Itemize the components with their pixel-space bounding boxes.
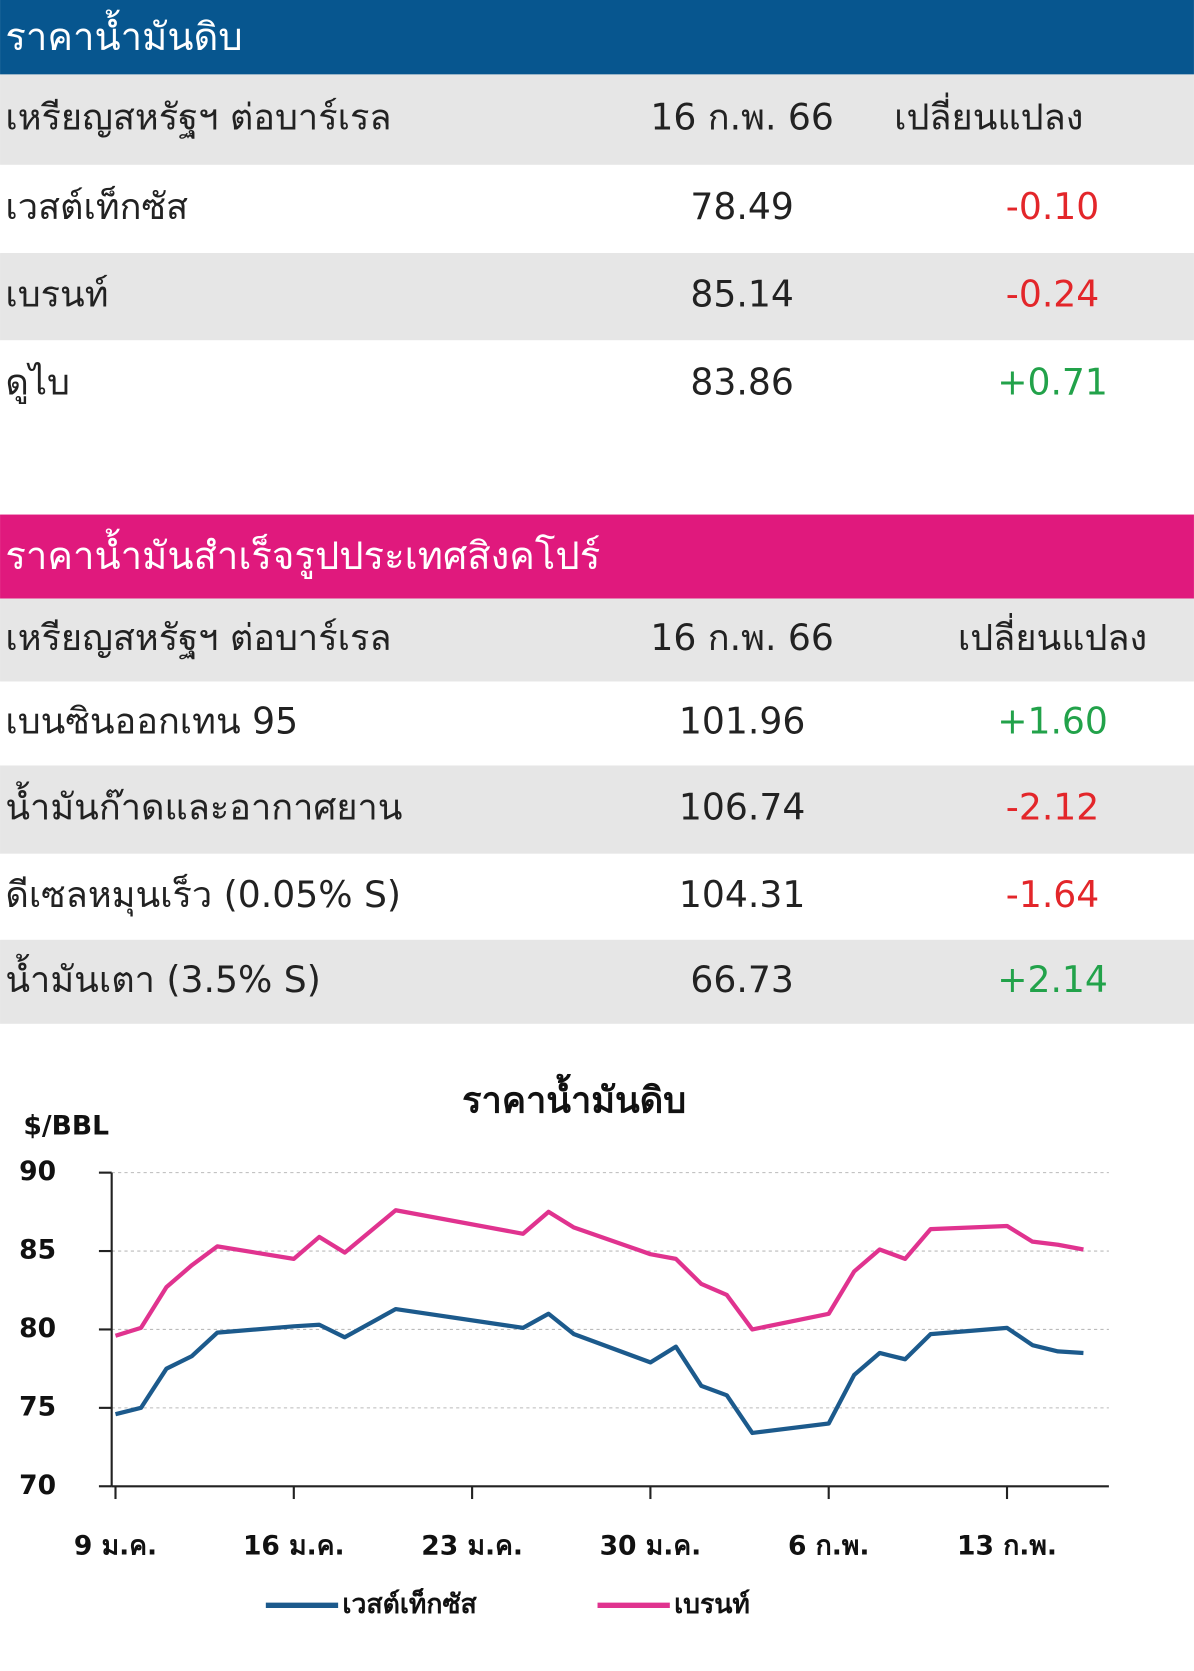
row-name: เบรนท์ <box>5 273 108 316</box>
header-cell: เปลี่ยนแปลง <box>894 93 1083 139</box>
row-price: 85.14 <box>690 273 793 316</box>
row-name: ดีเซลหมุนเร็ว (0.05% S) <box>5 872 401 917</box>
row-change: +1.60 <box>997 699 1108 742</box>
header-cell: เหรียญสหรัฐฯ ต่อบาร์เรล <box>5 616 391 660</box>
row-band <box>0 939 1194 1024</box>
row-name: เวสต์เท็กซัส <box>5 184 188 228</box>
x-tick-label: 16 ม.ค. <box>243 1530 345 1561</box>
row-name: น้ำมันก๊าดและอากาศยาน <box>5 781 402 829</box>
table-title: ราคาน้ำมันดิบ <box>5 9 242 60</box>
row-change: -0.24 <box>1006 273 1099 316</box>
header-row <box>0 598 1194 682</box>
series-line <box>114 1306 1084 1436</box>
row-price: 83.86 <box>690 360 793 403</box>
row-name: ดูไบ <box>5 360 70 404</box>
row-band <box>0 765 1194 854</box>
row-price: 66.73 <box>690 958 793 1001</box>
series-line <box>114 1208 1084 1338</box>
y-tick-label: 90 <box>19 1156 56 1187</box>
header-cell: เปลี่ยนแปลง <box>958 613 1147 659</box>
row-band <box>0 253 1194 341</box>
header-cell: เหรียญสหรัฐฯ ต่อบาร์เรล <box>5 96 391 140</box>
row-name: เบนซินออกเทน 95 <box>5 699 298 742</box>
row-change: -0.10 <box>1006 185 1099 228</box>
y-tick-label: 85 <box>19 1235 56 1266</box>
row-change: +2.14 <box>997 958 1108 1001</box>
x-tick-label: 30 ม.ค. <box>600 1530 702 1561</box>
header-cell: 16 ก.พ. 66 <box>650 96 834 139</box>
table-title-bar <box>0 0 1194 75</box>
row-price: 104.31 <box>679 873 805 916</box>
table-title-bar <box>0 514 1194 599</box>
header-row <box>0 74 1194 165</box>
legend-label: เวสต์เท็กซัส <box>342 1587 477 1620</box>
header-cell: 16 ก.พ. 66 <box>650 616 834 659</box>
x-tick-label: 13 ก.พ. <box>957 1530 1057 1561</box>
row-change: -2.12 <box>1006 786 1099 829</box>
y-tick-label: 80 <box>19 1313 56 1344</box>
row-change: +0.71 <box>997 360 1108 403</box>
row-name: น้ำมันเตา (3.5% S) <box>5 953 320 1001</box>
row-price: 106.74 <box>679 786 805 829</box>
x-tick-label: 6 ก.พ. <box>788 1530 870 1561</box>
x-tick-label: 9 ม.ค. <box>74 1530 157 1561</box>
y-axis-label: $/BBL <box>23 1110 109 1141</box>
y-tick-label: 75 <box>19 1391 56 1422</box>
table-title: ราคาน้ำมันสำเร็จรูปประเทศสิงคโปร์ <box>5 528 600 579</box>
legend-label: เบรนท์ <box>674 1589 750 1620</box>
y-tick-label: 70 <box>19 1470 56 1501</box>
row-change: -1.64 <box>1006 873 1099 916</box>
row-price: 101.96 <box>679 699 805 742</box>
chart-title: ราคาน้ำมันดิบ <box>462 1073 686 1121</box>
row-price: 78.49 <box>690 185 793 228</box>
x-tick-label: 23 ม.ค. <box>421 1530 523 1561</box>
